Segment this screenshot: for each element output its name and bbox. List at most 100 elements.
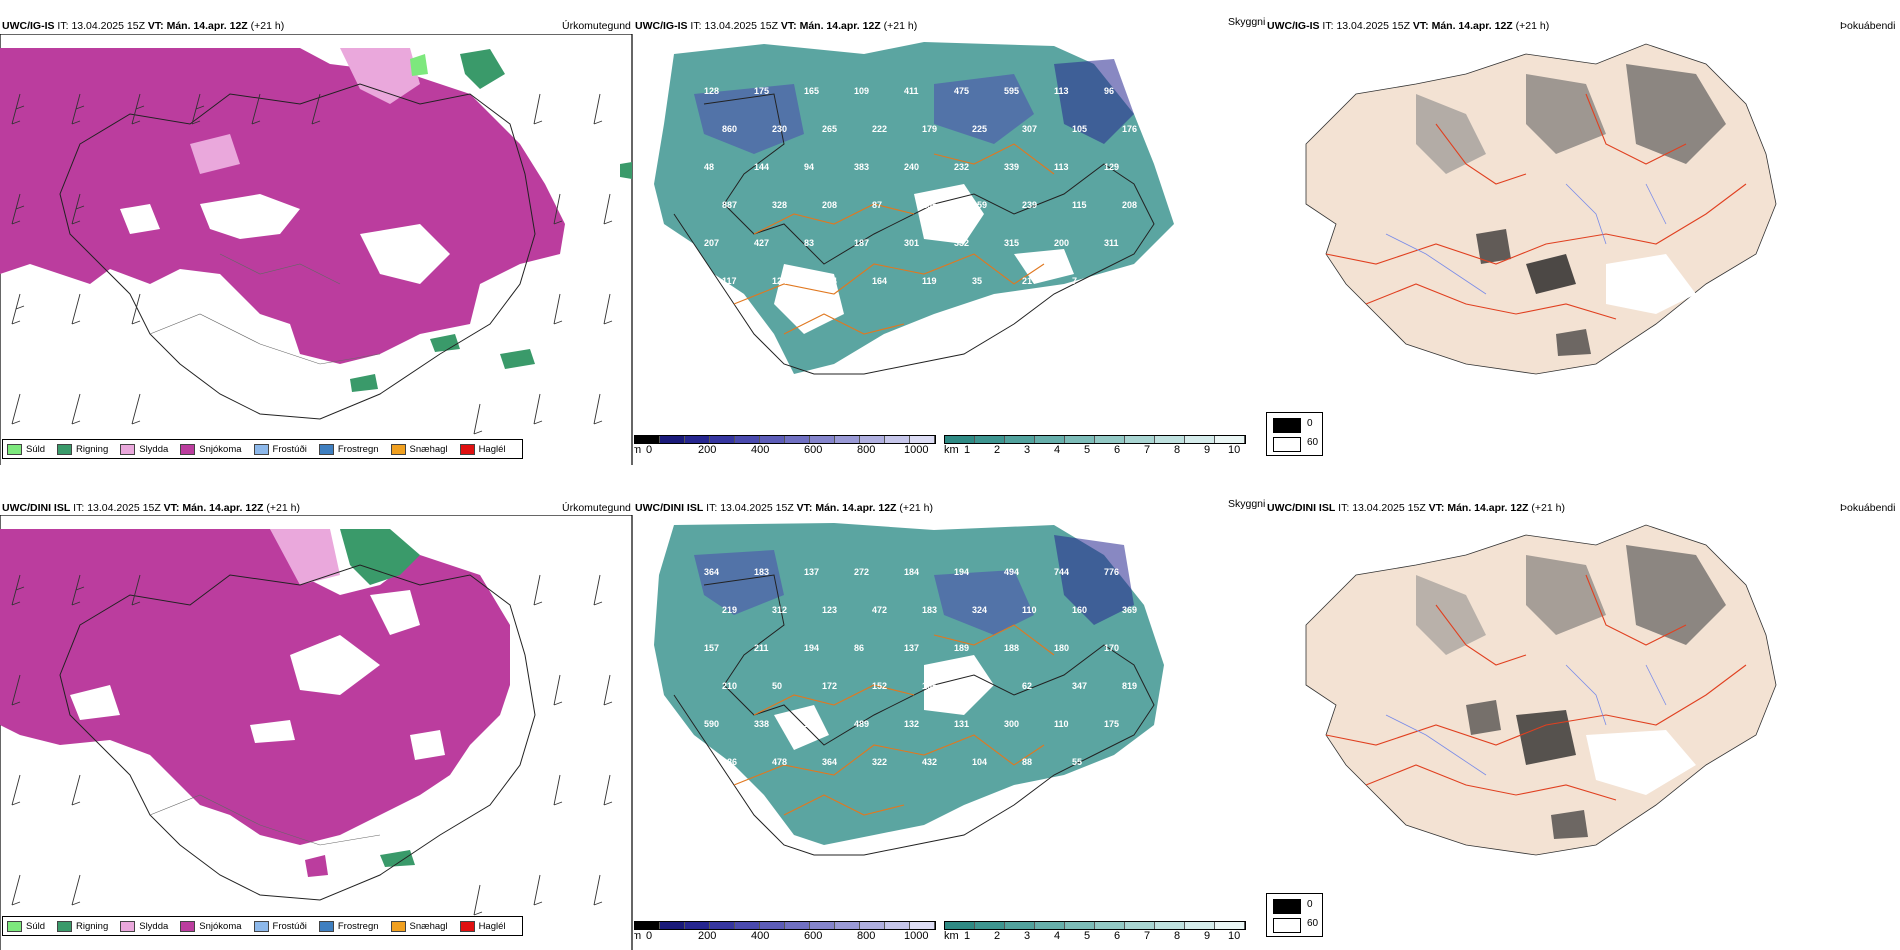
- cloud-value-label: 210: [722, 681, 737, 691]
- precip-type-map-row2: UWC/DINI ISL IT: 13.04.2025 15Z VT: Mán.…: [0, 493, 634, 950]
- cloud-value-label: 35: [972, 276, 982, 286]
- cloud-value-label: 489: [854, 719, 869, 729]
- precip-legend-row1: Súld Rigning Slydda Snjókoma Frostúði Fr…: [2, 439, 523, 459]
- cloud-value-label: 129: [1104, 162, 1119, 172]
- tick: 600: [804, 444, 823, 456]
- tick: 600: [804, 930, 823, 942]
- tick: 8: [1174, 930, 1181, 942]
- precip-header-row2: UWC/DINI ISL IT: 13.04.2025 15Z VT: Mán.…: [2, 502, 300, 514]
- cloud-value-label: 124: [772, 276, 787, 286]
- tick: 8: [1174, 444, 1181, 456]
- cloud-value-label: 189: [954, 643, 969, 653]
- fog-legend-row2: 0 60: [1266, 893, 1323, 937]
- cloud-value-label: 322: [872, 757, 887, 767]
- cloud-value-label: 105: [1072, 124, 1087, 134]
- cloud-value-label: 113: [1054, 162, 1069, 172]
- cloud-value-label: 383: [854, 162, 869, 172]
- cloud-value-label: 744: [1054, 567, 1069, 577]
- tick: 7: [1144, 930, 1151, 942]
- cloud-value-label: 157: [704, 643, 719, 653]
- cloud-value-label: 98: [1122, 757, 1132, 767]
- tick: 3: [1024, 930, 1031, 942]
- legend-item: Frostúði: [253, 920, 307, 932]
- cloud-value-label: 300: [1004, 719, 1019, 729]
- cloud-value-label: 369: [1122, 605, 1137, 615]
- cloud-value-label: 347: [1072, 681, 1087, 691]
- cloud-header-row2: UWC/DINI ISL IT: 13.04.2025 15Z VT: Mán.…: [635, 502, 933, 514]
- cloud-value-label: 186: [722, 757, 737, 767]
- cloud-value-label: 180: [1054, 643, 1069, 653]
- tick: 6: [1114, 930, 1121, 942]
- cloud-value-label: 83: [804, 238, 814, 248]
- fog-header-row2: UWC/DINI ISL IT: 13.04.2025 15Z VT: Mán.…: [1267, 502, 1565, 514]
- cloud-map-row1: UWC/IG-IS IT: 13.04.2025 15Z VT: Mán. 14…: [634, 12, 1266, 465]
- tick: 1000: [904, 930, 929, 942]
- visibility-unit: km: [944, 444, 959, 456]
- cloud-value-label: 164: [872, 276, 887, 286]
- tick: 6: [1114, 444, 1121, 456]
- legend-item: Slydda: [120, 920, 168, 932]
- cloudbase-unit-row1: m: [634, 444, 642, 456]
- cloud-value-label: 58: [704, 795, 714, 805]
- fog-legend-high: 0: [1307, 899, 1313, 910]
- cloud-value-label: 87: [872, 200, 882, 210]
- cloud-value-label: 265: [822, 124, 837, 134]
- tick: 4: [1054, 444, 1061, 456]
- fog-svg-row1: [1305, 43, 1777, 375]
- cloud-value-label: 187: [854, 238, 869, 248]
- cloud-value-label: 232: [954, 162, 969, 172]
- cloud-value-label: 239: [1022, 200, 1037, 210]
- precip-map-row2: [0, 515, 633, 950]
- tick: 10: [1228, 930, 1241, 942]
- cloud-value-label: 887: [722, 200, 737, 210]
- legend-item: Slydda: [120, 443, 168, 455]
- cloud-value-label: 301: [904, 238, 919, 248]
- tick: 5: [1084, 444, 1091, 456]
- tick: 1000: [904, 444, 929, 456]
- legend-item: Súld: [7, 920, 45, 932]
- cloud-value-label: 211: [754, 643, 769, 653]
- legend-item: Snjókoma: [180, 443, 242, 455]
- tick: 800: [857, 930, 876, 942]
- tick: 0: [646, 930, 653, 942]
- fog-legend-low: 60: [1307, 918, 1319, 929]
- cloud-value-label: 96: [1104, 86, 1114, 96]
- precip-title-row2: Úrkomutegund: [562, 502, 631, 514]
- cloud-value-label: 117: [722, 276, 737, 286]
- cloud-value-label: 179: [922, 124, 937, 134]
- cloud-svg-row2: 364 183 137 272 184 194 494 744 776 219 312 123 472 1…: [654, 523, 1164, 856]
- fog-legend-low: 60: [1307, 437, 1319, 448]
- tick: 1: [964, 444, 971, 456]
- cloud-value-label: 411: [904, 86, 919, 96]
- fog-legend-row1: 0 60: [1266, 412, 1323, 456]
- cloud-value-label: 21: [1022, 276, 1032, 286]
- legend-item: Haglél: [459, 443, 506, 455]
- cloud-value-label: 475: [954, 86, 969, 96]
- cloud-value-label: 338: [754, 719, 769, 729]
- cloud-value-label: 183: [754, 567, 769, 577]
- legend-item: Frostregn: [318, 443, 379, 455]
- cloud-value-label: 168: [972, 681, 987, 691]
- cloud-value-label: 104: [972, 757, 987, 767]
- tick: 400: [751, 444, 770, 456]
- cloudbase-colorbar-row1: [634, 435, 936, 444]
- cloud-value-label: 776: [1104, 567, 1119, 577]
- cloud-title-row2: Skyggni: [1228, 498, 1266, 510]
- cloud-value-label: 50: [772, 681, 782, 691]
- cloud-value-label: 494: [1004, 567, 1019, 577]
- legend-item: Haglél: [459, 920, 506, 932]
- cloud-value-label: 132: [904, 719, 919, 729]
- cloud-value-label: 175: [1104, 719, 1119, 729]
- visibility-unit: km: [944, 930, 959, 942]
- cloud-value-label: 200: [1054, 238, 1069, 248]
- tick: 9: [1204, 930, 1211, 942]
- cloud-value-label: 128: [704, 86, 719, 96]
- cloud-value-label: 208: [822, 200, 837, 210]
- cloud-value-label: 113: [1054, 86, 1069, 96]
- cloud-value-label: 94: [804, 162, 814, 172]
- cloud-value-label: 328: [772, 200, 787, 210]
- tick: 0: [646, 444, 653, 456]
- cloud-value-label: 478: [772, 757, 787, 767]
- tick: 7: [1144, 444, 1151, 456]
- cloud-value-label: 819: [1122, 681, 1137, 691]
